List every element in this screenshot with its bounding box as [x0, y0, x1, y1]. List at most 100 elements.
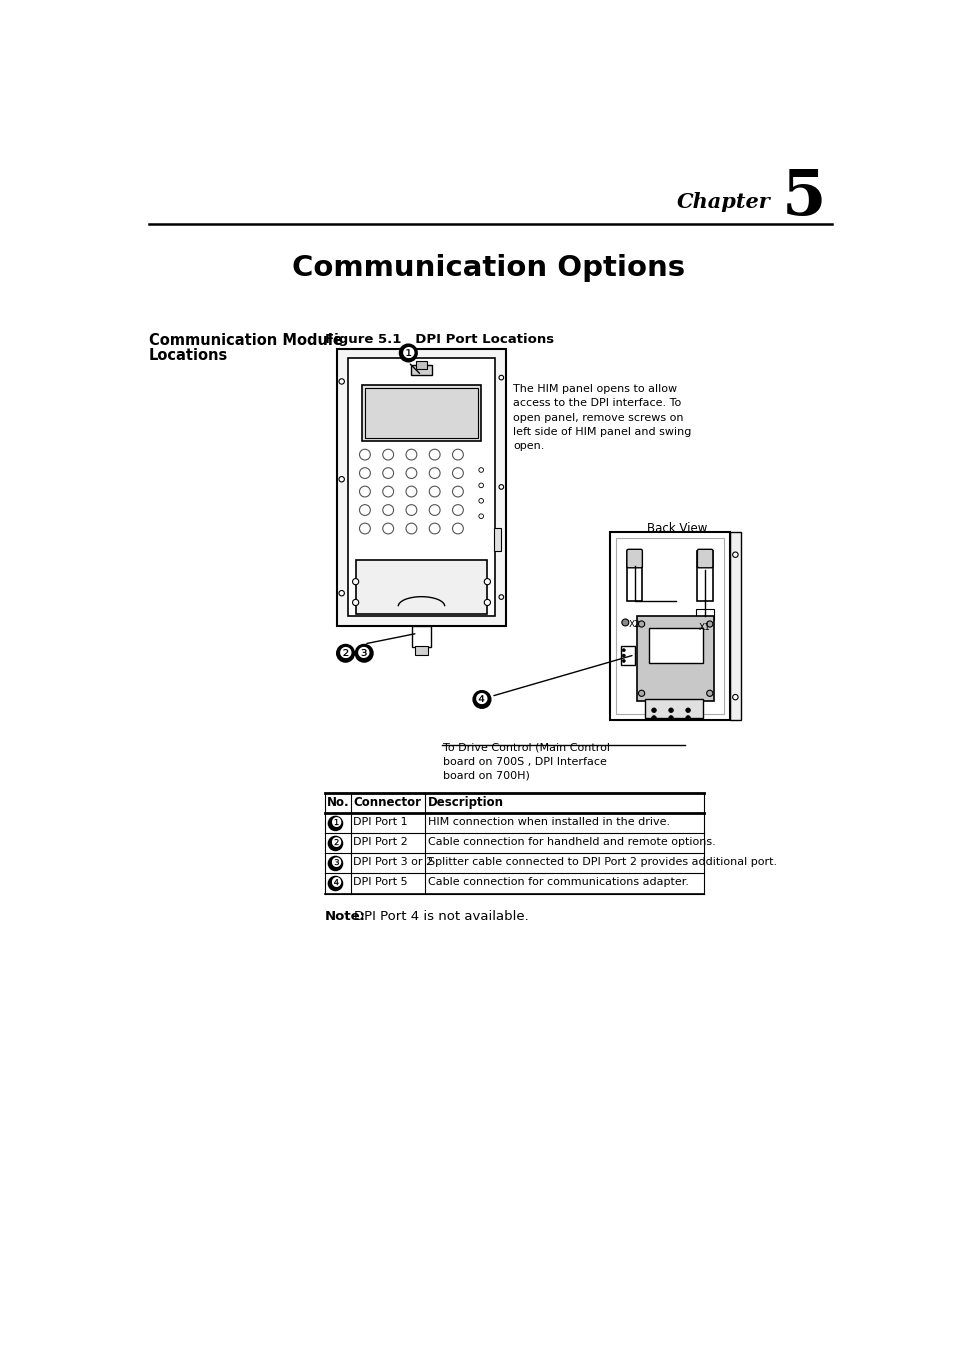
- Text: Cable connection for handheld and remote options.: Cable connection for handheld and remote…: [427, 837, 715, 848]
- Circle shape: [355, 645, 373, 662]
- Bar: [644, 699, 702, 718]
- Circle shape: [406, 450, 416, 460]
- Bar: [609, 532, 729, 721]
- Circle shape: [328, 856, 342, 871]
- Circle shape: [406, 505, 416, 516]
- Bar: [412, 625, 431, 647]
- Circle shape: [429, 505, 439, 516]
- Circle shape: [429, 486, 439, 497]
- Circle shape: [452, 450, 463, 460]
- Text: Description: Description: [427, 796, 503, 810]
- Circle shape: [359, 524, 370, 533]
- Text: Back View: Back View: [646, 522, 707, 536]
- Bar: [365, 389, 477, 437]
- Bar: [620, 645, 634, 664]
- Circle shape: [406, 467, 416, 478]
- Text: Chapter: Chapter: [676, 192, 769, 212]
- Text: DPI Port 2: DPI Port 2: [353, 837, 408, 848]
- Circle shape: [382, 450, 394, 460]
- Circle shape: [668, 716, 673, 721]
- Circle shape: [429, 467, 439, 478]
- Bar: [416, 362, 427, 369]
- Circle shape: [452, 467, 463, 478]
- Text: ❸: ❸: [357, 645, 371, 660]
- Text: ❷: ❷: [338, 645, 352, 660]
- Text: DPI Port 5: DPI Port 5: [353, 878, 408, 887]
- Circle shape: [353, 579, 358, 585]
- Circle shape: [328, 837, 342, 850]
- Circle shape: [685, 716, 690, 721]
- Text: DPI Port 3 or 2: DPI Port 3 or 2: [353, 857, 433, 867]
- Text: To Drive Control (Main Control
board on 700S , DPI Interface
board on 700H): To Drive Control (Main Control board on …: [443, 743, 610, 780]
- Circle shape: [406, 486, 416, 497]
- Circle shape: [338, 477, 344, 482]
- Circle shape: [621, 653, 624, 657]
- Text: X1: X1: [699, 624, 710, 632]
- Circle shape: [359, 486, 370, 497]
- Circle shape: [382, 524, 394, 533]
- Text: No.: No.: [327, 796, 349, 810]
- Text: ❶: ❶: [401, 346, 415, 360]
- Circle shape: [668, 707, 673, 713]
- Circle shape: [484, 579, 490, 585]
- Circle shape: [382, 486, 394, 497]
- Bar: [493, 528, 500, 551]
- Circle shape: [338, 590, 344, 595]
- Bar: [355, 560, 487, 614]
- Circle shape: [685, 707, 690, 713]
- Text: ❸: ❸: [330, 857, 341, 869]
- Circle shape: [732, 552, 738, 558]
- Bar: [336, 350, 505, 625]
- Circle shape: [621, 620, 628, 626]
- Circle shape: [473, 691, 490, 707]
- Circle shape: [359, 505, 370, 516]
- Text: Note:: Note:: [324, 910, 365, 923]
- Circle shape: [452, 524, 463, 533]
- Text: X2: X2: [629, 620, 640, 629]
- Text: The HIM panel opens to allow
access to the DPI interface. To
open panel, remove : The HIM panel opens to allow access to t…: [513, 383, 691, 451]
- Text: ❹: ❹: [475, 693, 488, 707]
- Circle shape: [399, 344, 416, 362]
- Circle shape: [478, 514, 483, 518]
- Circle shape: [338, 379, 344, 385]
- FancyBboxPatch shape: [626, 549, 641, 568]
- Circle shape: [484, 599, 490, 606]
- Circle shape: [498, 375, 503, 379]
- Text: DPI Port 4 is not available.: DPI Port 4 is not available.: [354, 910, 528, 923]
- Bar: [410, 364, 432, 375]
- Circle shape: [353, 599, 358, 606]
- Circle shape: [336, 645, 354, 662]
- Text: DPI Port 1: DPI Port 1: [353, 817, 408, 828]
- Bar: [348, 358, 495, 617]
- Bar: [729, 532, 740, 721]
- Bar: [626, 551, 641, 601]
- Text: HIM connection when installed in the drive.: HIM connection when installed in the dri…: [427, 817, 669, 828]
- Bar: [361, 385, 480, 440]
- Circle shape: [382, 505, 394, 516]
- Circle shape: [651, 716, 656, 721]
- Circle shape: [406, 524, 416, 533]
- Circle shape: [359, 450, 370, 460]
- Circle shape: [478, 498, 483, 504]
- Circle shape: [621, 659, 624, 663]
- Circle shape: [429, 450, 439, 460]
- Text: ❷: ❷: [330, 837, 341, 850]
- Text: Connector: Connector: [353, 796, 421, 810]
- Circle shape: [498, 485, 503, 489]
- Text: ❶: ❶: [330, 817, 341, 830]
- Text: 5: 5: [781, 167, 825, 228]
- Circle shape: [706, 621, 712, 628]
- Circle shape: [452, 486, 463, 497]
- Bar: [415, 645, 427, 655]
- Text: Figure 5.1   DPI Port Locations: Figure 5.1 DPI Port Locations: [324, 333, 553, 346]
- Circle shape: [478, 467, 483, 472]
- Text: Cable connection for communications adapter.: Cable connection for communications adap…: [427, 878, 688, 887]
- Circle shape: [382, 467, 394, 478]
- Circle shape: [498, 595, 503, 599]
- Circle shape: [429, 524, 439, 533]
- Circle shape: [686, 624, 692, 629]
- Text: Splitter cable connected to DPI Port 2 provides additional port.: Splitter cable connected to DPI Port 2 p…: [427, 857, 776, 867]
- FancyBboxPatch shape: [697, 549, 712, 568]
- Circle shape: [478, 483, 483, 487]
- Bar: [648, 628, 702, 663]
